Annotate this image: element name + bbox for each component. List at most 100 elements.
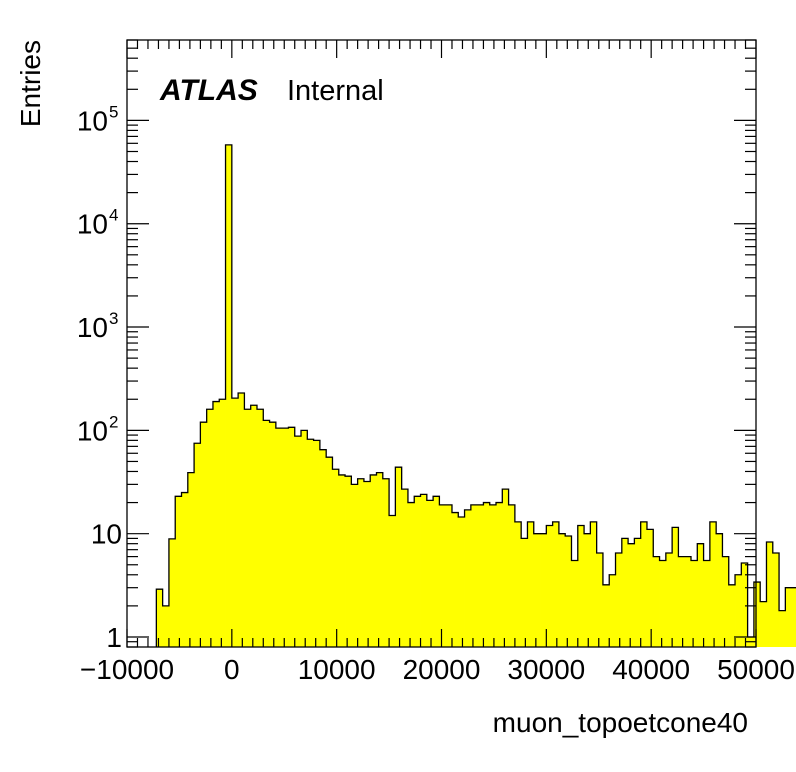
histogram-bar (206, 409, 214, 647)
histogram-bar (728, 584, 736, 647)
histogram-bar (370, 474, 377, 647)
histogram-bar (628, 543, 635, 647)
histogram-bar (546, 525, 554, 647)
histogram-bar (672, 527, 679, 647)
histogram-bar (540, 533, 547, 647)
histogram-bar (181, 492, 189, 647)
histogram-bar (244, 409, 252, 647)
x-tick-label: 10000 (298, 654, 376, 685)
histogram-bar (414, 496, 421, 647)
histogram-bar (212, 401, 220, 647)
histogram-outline (155, 144, 796, 647)
histogram-bar (684, 556, 692, 647)
histogram-bar (225, 144, 233, 647)
histogram-bar (665, 553, 673, 647)
histogram-bar (697, 543, 704, 647)
histogram-bar (514, 521, 522, 647)
histogram-bar (565, 535, 572, 647)
histogram-bar (571, 560, 579, 647)
y-axis-ticks (127, 39, 756, 648)
histogram-bar (653, 556, 660, 647)
histogram-bar (691, 560, 698, 647)
histogram-bar (263, 420, 270, 647)
histogram-bar (470, 504, 478, 647)
x-axis-ticks (126, 40, 757, 647)
y-tick-label: 10 (77, 415, 108, 446)
histogram-bar (407, 502, 415, 647)
histogram-bar (735, 574, 742, 647)
histogram-bar (477, 504, 484, 647)
histogram-bar (741, 563, 749, 647)
histogram-bar (256, 409, 264, 647)
y-tick-label-exponent: 3 (109, 309, 118, 328)
histogram-bar (231, 398, 239, 647)
histogram-bar (219, 399, 226, 647)
histogram-bar (326, 457, 333, 647)
histogram-bar (678, 556, 686, 647)
histogram-bar (716, 533, 723, 647)
histogram-bar (420, 494, 428, 647)
histogram-bar (269, 422, 277, 647)
histogram-bar (338, 474, 346, 647)
histogram-bar (451, 512, 459, 647)
histogram-bar (282, 428, 289, 647)
internal-label: Internal (287, 75, 384, 107)
histogram-bar (722, 556, 730, 647)
histogram-bar (250, 405, 258, 647)
histogram-bar (483, 502, 491, 647)
histogram-bar (175, 496, 182, 647)
histogram-bar (445, 504, 453, 647)
histogram-bar (200, 422, 208, 647)
histogram-bar (766, 542, 774, 647)
histogram-bar (779, 610, 786, 647)
histogram-bar (502, 489, 509, 647)
histogram-bar (596, 553, 604, 647)
histogram-bar (345, 476, 352, 647)
x-tick-label: 40000 (612, 654, 690, 685)
histogram-bar (577, 525, 585, 647)
histogram-bar (508, 504, 516, 647)
histogram-bar (363, 481, 371, 647)
y-tick-label: 10 (77, 105, 108, 136)
histogram-bars (156, 144, 796, 647)
x-tick-label: 50000 (717, 654, 795, 685)
histogram-bar (609, 574, 616, 647)
histogram-bar (772, 553, 780, 647)
y-tick-label-exponent: 2 (109, 412, 118, 431)
histogram-bar (602, 584, 610, 647)
y-tick-label-exponent: 5 (109, 102, 118, 121)
histogram-bar (332, 469, 340, 647)
y-tick-label: 10 (91, 519, 122, 550)
histogram-bar (187, 472, 195, 647)
histogram-bar (552, 521, 560, 647)
histogram-bar (703, 560, 711, 647)
atlas-label: ATLAS (159, 74, 258, 107)
y-tick-label-exponent: 4 (109, 206, 118, 225)
y-axis-label: Entries (15, 40, 46, 127)
histogram-bar (426, 500, 434, 647)
histogram-bar (558, 533, 566, 647)
histogram-bar (634, 538, 642, 647)
histogram-bar (527, 521, 535, 647)
histogram-bar (659, 560, 667, 647)
histogram-bar (294, 436, 302, 647)
histogram-bar (307, 439, 314, 647)
histogram-bar (533, 533, 541, 647)
histogram-bar (590, 521, 598, 647)
histogram-bar (376, 472, 384, 647)
histogram-bar (584, 533, 591, 647)
histogram-bar (389, 515, 396, 647)
x-tick-label: 20000 (403, 654, 481, 685)
histogram-bar (433, 496, 440, 647)
histogram-bar (313, 440, 321, 647)
histogram-bar (357, 478, 365, 647)
histogram-bar (351, 484, 359, 647)
histogram-bar (162, 605, 170, 647)
y-tick-label: 1 (106, 622, 122, 653)
histogram-bar (401, 489, 409, 647)
histogram-bar (621, 538, 629, 647)
histogram-bar (640, 521, 648, 647)
histogram-bar (168, 538, 176, 647)
